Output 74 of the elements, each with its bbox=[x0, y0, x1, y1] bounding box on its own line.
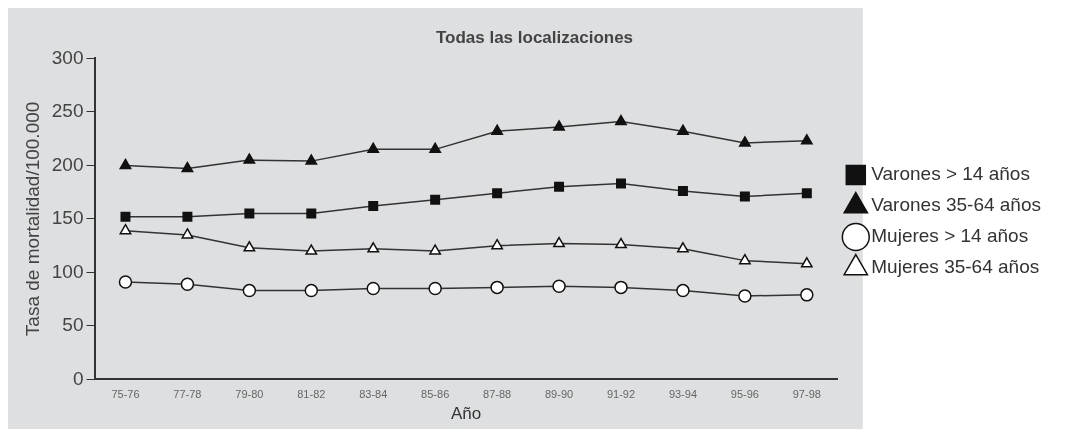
x-tick-label: 77-78 bbox=[173, 388, 202, 401]
point bbox=[553, 120, 565, 131]
y-tick-label: 100 bbox=[51, 260, 84, 282]
x-tick-label: 83-84 bbox=[359, 388, 388, 401]
y-tick-label: 300 bbox=[51, 46, 84, 68]
point bbox=[367, 142, 380, 154]
point bbox=[119, 158, 132, 170]
point bbox=[676, 124, 689, 135]
point bbox=[429, 244, 442, 255]
legend-label: Mujeres > 14 años bbox=[871, 225, 1029, 247]
x-tick-label: 87-88 bbox=[483, 388, 512, 401]
point bbox=[243, 153, 256, 164]
point bbox=[554, 181, 565, 192]
y-tick-label: 0 bbox=[72, 367, 84, 389]
point bbox=[430, 194, 441, 205]
point bbox=[553, 236, 565, 248]
point bbox=[120, 211, 131, 222]
point bbox=[677, 186, 688, 197]
point bbox=[243, 241, 256, 252]
chart-title: Todas las localizaciones bbox=[435, 27, 634, 47]
point bbox=[492, 188, 503, 199]
point bbox=[182, 211, 193, 222]
x-tick-label: 97-98 bbox=[792, 388, 821, 401]
y-tick-label: 250 bbox=[51, 100, 84, 122]
point bbox=[180, 277, 195, 291]
point bbox=[616, 178, 626, 189]
legend-label: Varones 35-64 años bbox=[871, 194, 1042, 216]
x-tick-label: 93-94 bbox=[668, 388, 698, 401]
point bbox=[119, 223, 132, 235]
point bbox=[801, 188, 812, 199]
point bbox=[491, 124, 504, 135]
x-tick-label: 85-86 bbox=[421, 388, 450, 401]
point bbox=[429, 142, 442, 154]
point bbox=[800, 134, 813, 145]
point bbox=[181, 228, 194, 239]
point bbox=[242, 283, 257, 298]
point bbox=[304, 283, 319, 298]
point bbox=[738, 289, 752, 303]
x-tick-label: 79-80 bbox=[235, 388, 264, 401]
point bbox=[306, 208, 317, 219]
point bbox=[800, 288, 814, 302]
point bbox=[366, 281, 380, 296]
point bbox=[614, 280, 628, 295]
x-tick-label: 89-90 bbox=[544, 388, 574, 401]
point bbox=[800, 257, 813, 268]
point bbox=[367, 242, 380, 253]
point bbox=[368, 201, 379, 212]
y-tick-label: 200 bbox=[51, 153, 84, 175]
point bbox=[491, 238, 504, 250]
point bbox=[181, 161, 194, 173]
point bbox=[676, 283, 690, 298]
legend-label: Mujeres 35-64 años bbox=[871, 256, 1040, 278]
point bbox=[615, 237, 627, 249]
point bbox=[305, 244, 318, 255]
y-tick-label: 150 bbox=[51, 207, 84, 229]
legend-label: Varones > 14 años bbox=[871, 163, 1030, 185]
point bbox=[738, 136, 751, 147]
point bbox=[305, 154, 318, 165]
point bbox=[244, 208, 255, 219]
point bbox=[676, 242, 689, 253]
point bbox=[490, 280, 504, 295]
x-tick-label: 95-96 bbox=[730, 388, 759, 401]
point bbox=[118, 275, 133, 289]
point bbox=[552, 279, 566, 294]
x-tick-label: 81-82 bbox=[297, 388, 326, 401]
x-tick-label: 91-92 bbox=[606, 388, 636, 401]
point bbox=[739, 191, 750, 202]
y-tick-label: 50 bbox=[62, 314, 84, 336]
x-axis-title: Año bbox=[451, 404, 482, 424]
y-axis-title: Tasa de mortalidad/100.000 bbox=[21, 101, 43, 337]
point bbox=[738, 253, 751, 265]
point bbox=[428, 281, 442, 296]
x-tick-label: 75-76 bbox=[111, 388, 140, 401]
point bbox=[615, 114, 627, 126]
